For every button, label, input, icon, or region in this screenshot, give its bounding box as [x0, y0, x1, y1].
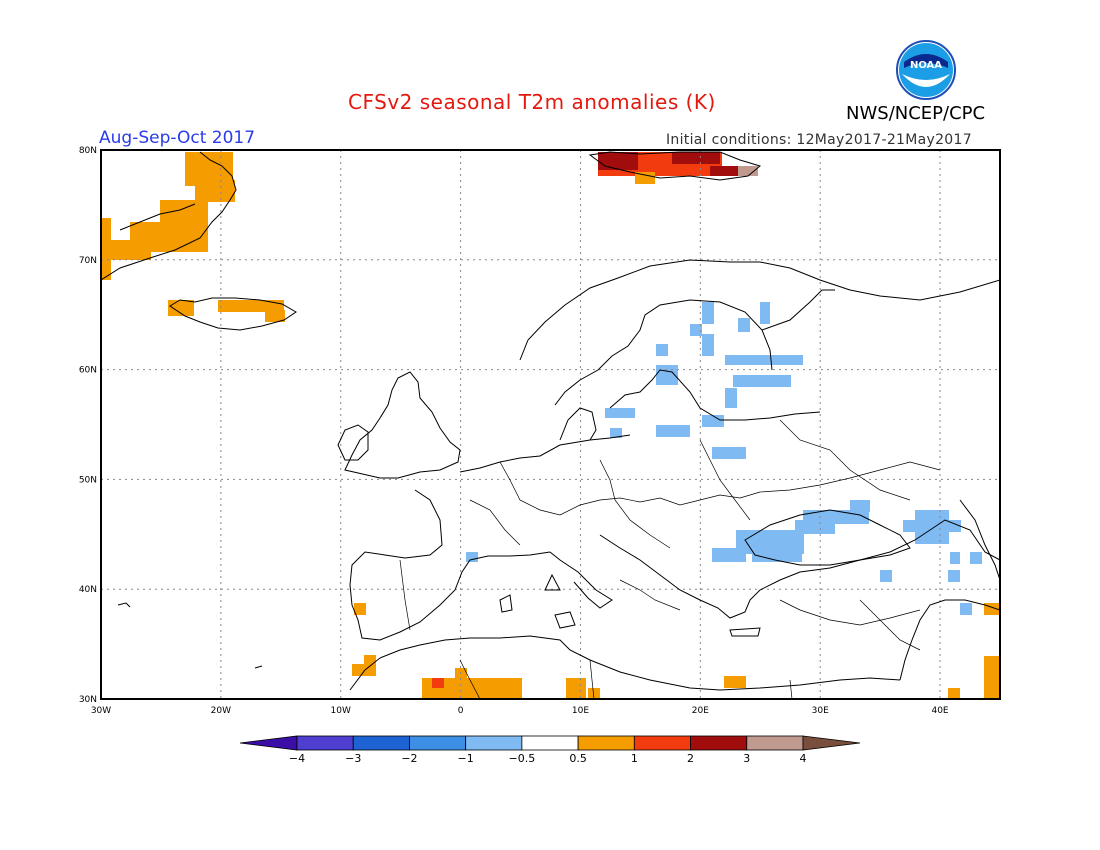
- colorbar-tick-label: 0.5: [569, 752, 587, 765]
- lon-tick-label: 20E: [692, 706, 709, 716]
- colorbar-tick-label: −3: [345, 752, 361, 765]
- anomaly-north-africa: [352, 603, 1000, 699]
- colorbar-tick-label: 2: [687, 752, 694, 765]
- colorbar-box: [577, 735, 635, 751]
- lon-tick-label: 20W: [211, 706, 231, 716]
- lat-tick-label: 80N: [79, 146, 97, 156]
- colorbar-box: [352, 735, 410, 751]
- colorbar-box: [521, 735, 579, 751]
- colorbar: −4 −3 −2 −1 −0.5 0.5 1 2 3 4: [239, 735, 861, 765]
- longitude-ticks: 30W 20W 10W 0 10E 20E 30E 40E: [91, 706, 949, 716]
- anomaly-svalbard: [598, 152, 758, 184]
- colorbar-box: [409, 735, 467, 751]
- anomaly-greenland: [101, 152, 235, 280]
- lat-tick-label: 70N: [79, 256, 97, 266]
- agency-label: NWS/NCEP/CPC: [846, 103, 986, 124]
- colorbar-box: [690, 735, 748, 751]
- colorbar-tick-label: −2: [401, 752, 417, 765]
- lon-tick-label: 0: [458, 706, 464, 716]
- latitude-ticks: 30N 40N 50N 60N 70N 80N: [79, 146, 97, 705]
- colorbar-tick-label: −4: [289, 752, 305, 765]
- season-label: Aug-Sep-Oct 2017: [99, 128, 256, 148]
- colorbar-tick-label: −0.5: [509, 752, 536, 765]
- lat-tick-label: 50N: [79, 475, 97, 485]
- colorbar-box: [633, 735, 691, 751]
- logo-text: NOAA: [910, 60, 942, 71]
- lon-tick-label: 30E: [812, 706, 829, 716]
- colorbar-box: [465, 735, 523, 751]
- lat-tick-label: 60N: [79, 366, 97, 376]
- anomaly-black-sea: [466, 500, 982, 615]
- map-gridlines: [101, 150, 1000, 699]
- initial-conditions-label: Initial conditions: 12May2017-21May2017: [666, 132, 972, 148]
- chart-title: CFSv2 seasonal T2m anomalies (K): [348, 90, 716, 114]
- map-frame: [100, 149, 1001, 700]
- colorbar-tick-label: 4: [800, 752, 807, 765]
- colorbar-tick-label: −1: [458, 752, 474, 765]
- colorbar-tick-label: 3: [743, 752, 750, 765]
- lat-tick-label: 30N: [79, 695, 97, 705]
- anomaly-shading: [101, 152, 1000, 699]
- colorbar-max-arrow: [802, 735, 861, 751]
- lon-tick-label: 10W: [331, 706, 351, 716]
- lat-tick-label: 40N: [79, 585, 97, 595]
- colorbar-box: [746, 735, 804, 751]
- lon-tick-label: 10E: [572, 706, 589, 716]
- anomaly-iceland: [168, 300, 285, 322]
- lon-tick-label: 30W: [91, 706, 111, 716]
- colorbar-tick-label: 1: [631, 752, 638, 765]
- colorbar-min-arrow: [239, 735, 298, 751]
- coastlines: [101, 151, 1000, 699]
- lon-tick-label: 40E: [931, 706, 948, 716]
- noaa-logo-icon: NOAA: [896, 40, 956, 100]
- colorbar-box: [296, 735, 354, 751]
